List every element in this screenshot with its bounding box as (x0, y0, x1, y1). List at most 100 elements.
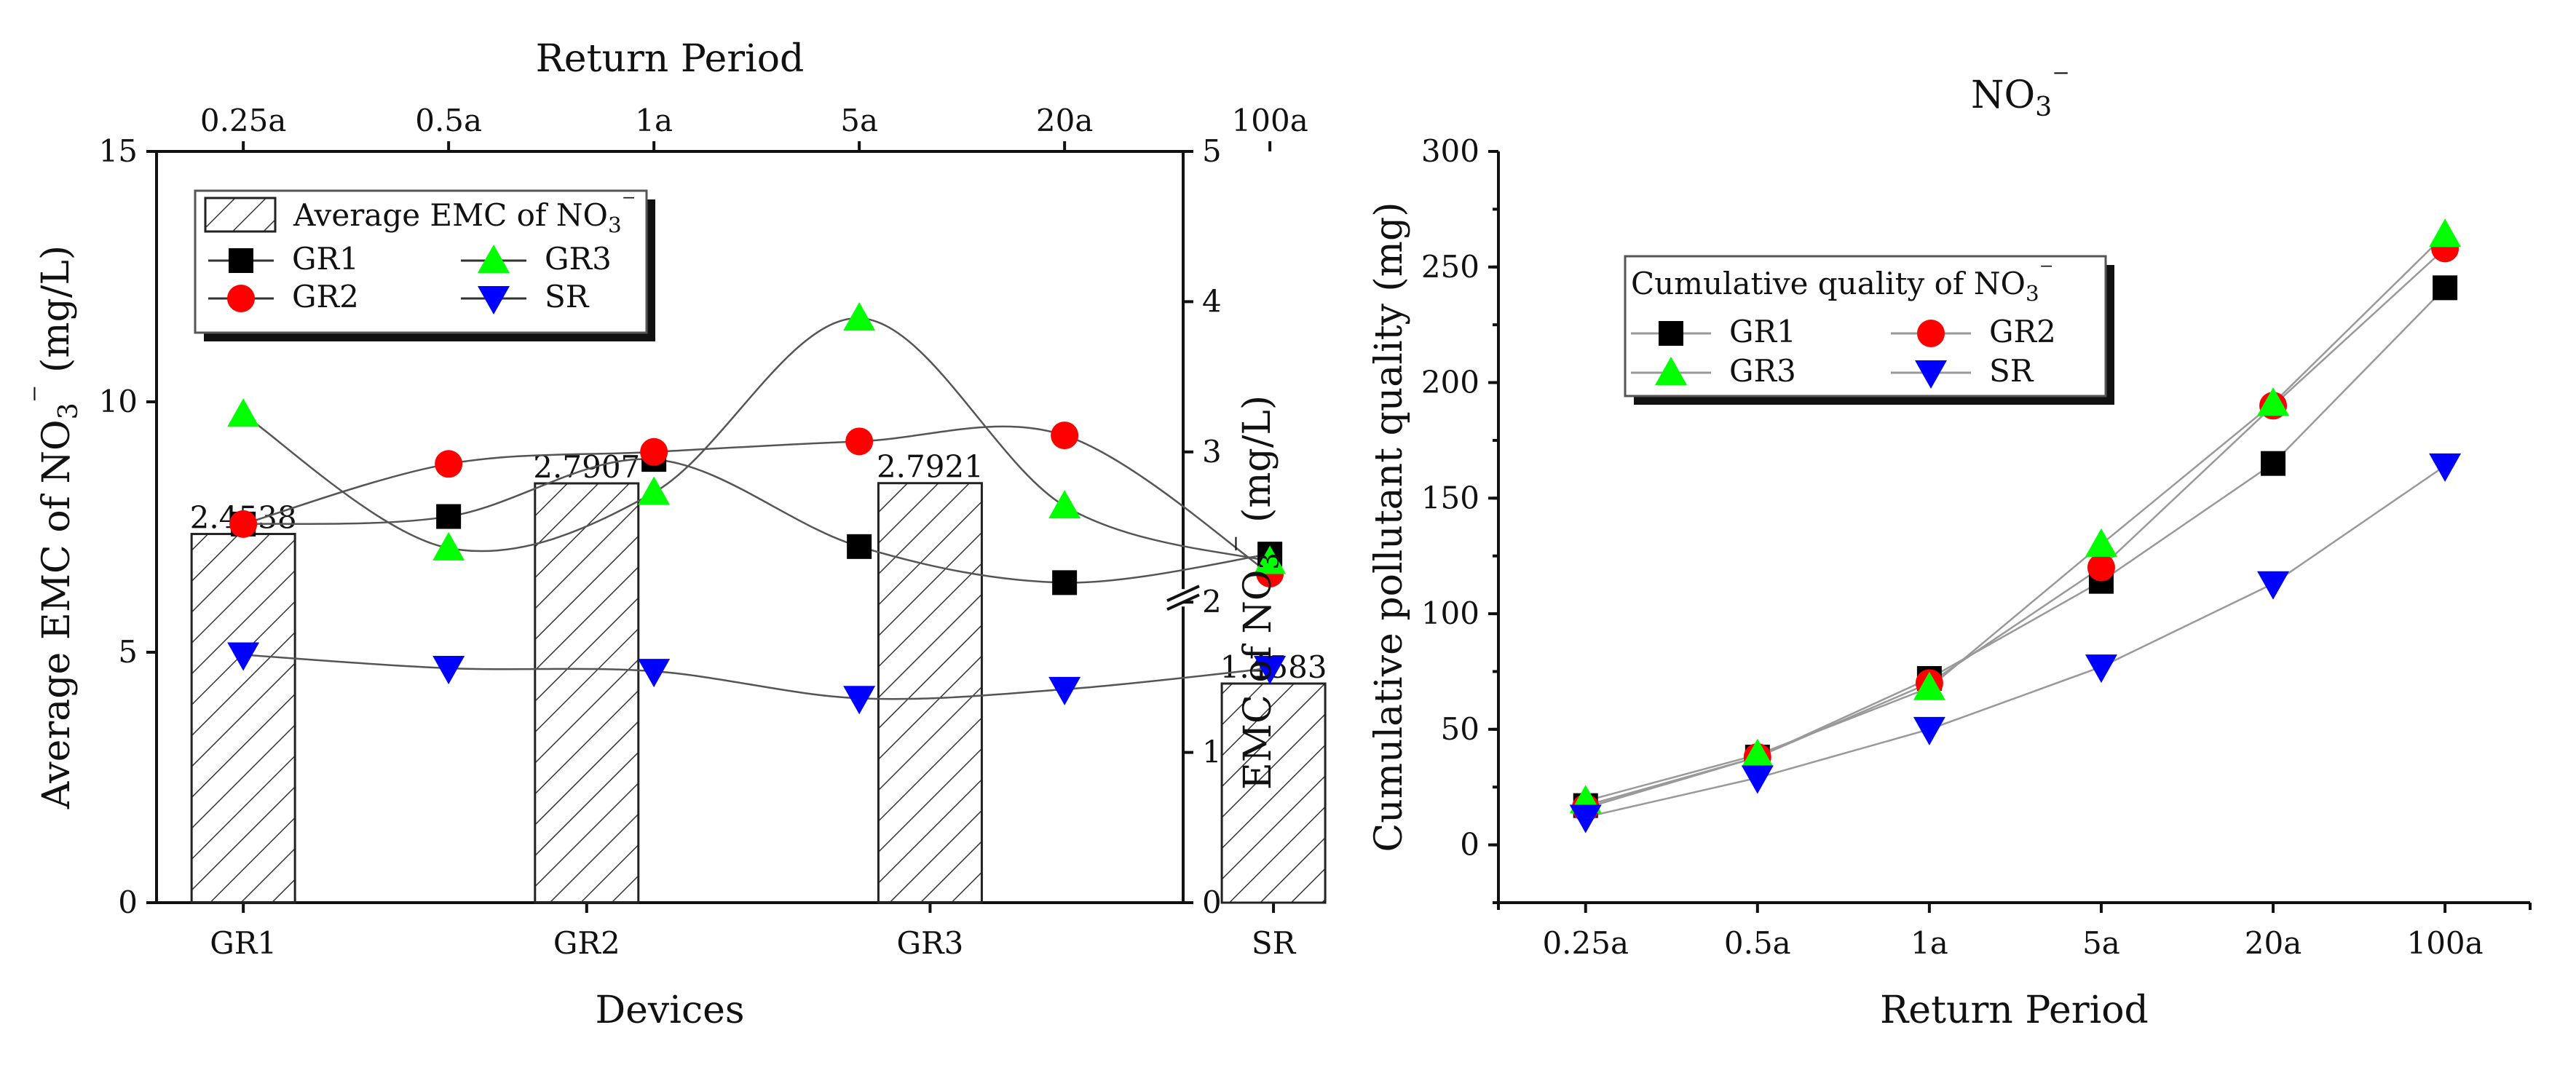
legend-marker (1655, 357, 1687, 385)
data-point (2257, 387, 2290, 416)
right-y-tick-label: 5 (1202, 133, 1222, 169)
bar (1220, 682, 1327, 904)
data-point (1913, 716, 1945, 745)
bar (190, 533, 296, 904)
legend-label: GR2 (1989, 314, 2056, 349)
legend-label: GR2 (292, 279, 359, 314)
bar-value-label: 2.7921 (877, 449, 984, 485)
data-point (1048, 490, 1081, 519)
axis-break-mark (1166, 585, 1200, 603)
right-y-tick-label: 4 (1202, 283, 1222, 319)
data-point (227, 398, 260, 427)
x-tick-label: 1a (1911, 925, 1948, 961)
legend-bar-swatch (204, 197, 277, 233)
data-point (2257, 571, 2290, 600)
data-point (845, 427, 874, 456)
series-line (1585, 248, 2446, 809)
right-y-tick-label: 3 (1202, 434, 1222, 470)
data-point (2085, 528, 2117, 557)
top-axis-title: Return Period (536, 37, 805, 81)
series-line (242, 425, 1271, 575)
legend-label: GR1 (292, 241, 359, 277)
legend-label: SR (545, 279, 590, 314)
x-tick-label: GR2 (553, 925, 620, 961)
data-point (2085, 654, 2117, 684)
y-tick-label: 250 (1421, 249, 1479, 285)
data-point (638, 659, 671, 688)
data-point (1254, 545, 1287, 574)
y-tick-label: 100 (1421, 595, 1479, 631)
data-point (2261, 451, 2286, 476)
left-y-axis-title: Average EMC of NO3⁻ (mg/L) (21, 245, 84, 809)
y-tick-label: 200 (1421, 365, 1479, 400)
right-y-tick-label: 1 (1202, 735, 1222, 770)
data-point (843, 686, 876, 715)
series-line (242, 317, 1271, 563)
legend-marker (229, 248, 253, 273)
data-point (1741, 765, 1774, 794)
x-tick-label: 5a (2082, 925, 2120, 961)
x-axis-title: Devices (595, 989, 744, 1032)
data-point (1051, 421, 1079, 450)
y-tick-label: 150 (1421, 480, 1479, 515)
y-tick-label: 50 (1441, 711, 1479, 747)
top-x-tick-label: 100a (1232, 103, 1308, 138)
top-x-tick-label: 0.5a (415, 103, 482, 138)
top-x-tick-label: 20a (1036, 103, 1093, 138)
data-point (432, 656, 465, 685)
data-point (843, 302, 876, 331)
left-y-tick-label: 0 (118, 884, 138, 920)
data-point (638, 476, 671, 505)
legend-label: GR3 (545, 241, 612, 277)
data-point (229, 510, 258, 538)
x-tick-label: GR1 (210, 925, 277, 961)
series-line (243, 654, 1271, 700)
left-y-tick-label: 5 (118, 634, 138, 670)
legend-marker (478, 245, 510, 273)
right-y-tick-label: 2 (1202, 584, 1222, 619)
legend-label: GR3 (1729, 353, 1796, 389)
series-line (243, 458, 1271, 584)
data-point (847, 534, 872, 559)
bar (877, 482, 983, 904)
bar (534, 482, 640, 904)
legend-marker (227, 285, 255, 312)
legend-marker (1917, 320, 1945, 347)
data-point (2429, 218, 2462, 248)
y-tick-label: 300 (1421, 133, 1479, 169)
data-point (436, 504, 462, 529)
data-point (1048, 676, 1081, 705)
data-point (640, 438, 668, 466)
x-tick-label: 0.5a (1724, 925, 1791, 961)
x-axis-title: Return Period (1880, 989, 2149, 1032)
x-tick-label: SR (1252, 925, 1297, 961)
series-line (1585, 464, 2446, 818)
left-plot-frame (155, 150, 1185, 904)
data-point (2433, 275, 2458, 301)
right-y-axis-title: EMC of NO3⁻ (mg/L) (1222, 395, 1285, 790)
top-x-tick-label: 0.25a (200, 103, 287, 138)
right-y-tick-label: 0 (1202, 884, 1222, 920)
data-point (435, 450, 463, 478)
data-point (1913, 671, 1945, 700)
legend-marker (1915, 360, 1947, 389)
legend-label: SR (1989, 353, 2034, 389)
legend-marker (1659, 321, 1683, 346)
chart-title: NO3⁻ (1971, 60, 2070, 122)
data-point (227, 642, 260, 671)
legend-marker (478, 286, 510, 314)
top-x-tick-label: 1a (635, 103, 673, 138)
x-tick-label: GR3 (896, 925, 963, 961)
data-point (1254, 656, 1287, 685)
y-axis-title: Cumulative pollutant quality (mg) (1367, 202, 1411, 852)
series-line (1585, 234, 2446, 802)
data-point (432, 531, 465, 561)
x-tick-label: 100a (2406, 925, 2483, 961)
data-point (1569, 804, 1602, 834)
left-y-tick-label: 15 (99, 133, 138, 169)
data-point (2429, 453, 2462, 482)
data-point (1052, 570, 1078, 595)
x-tick-label: 0.25a (1542, 925, 1629, 961)
legend-label: Cumulative quality of NO3⁻ (1631, 254, 2054, 305)
